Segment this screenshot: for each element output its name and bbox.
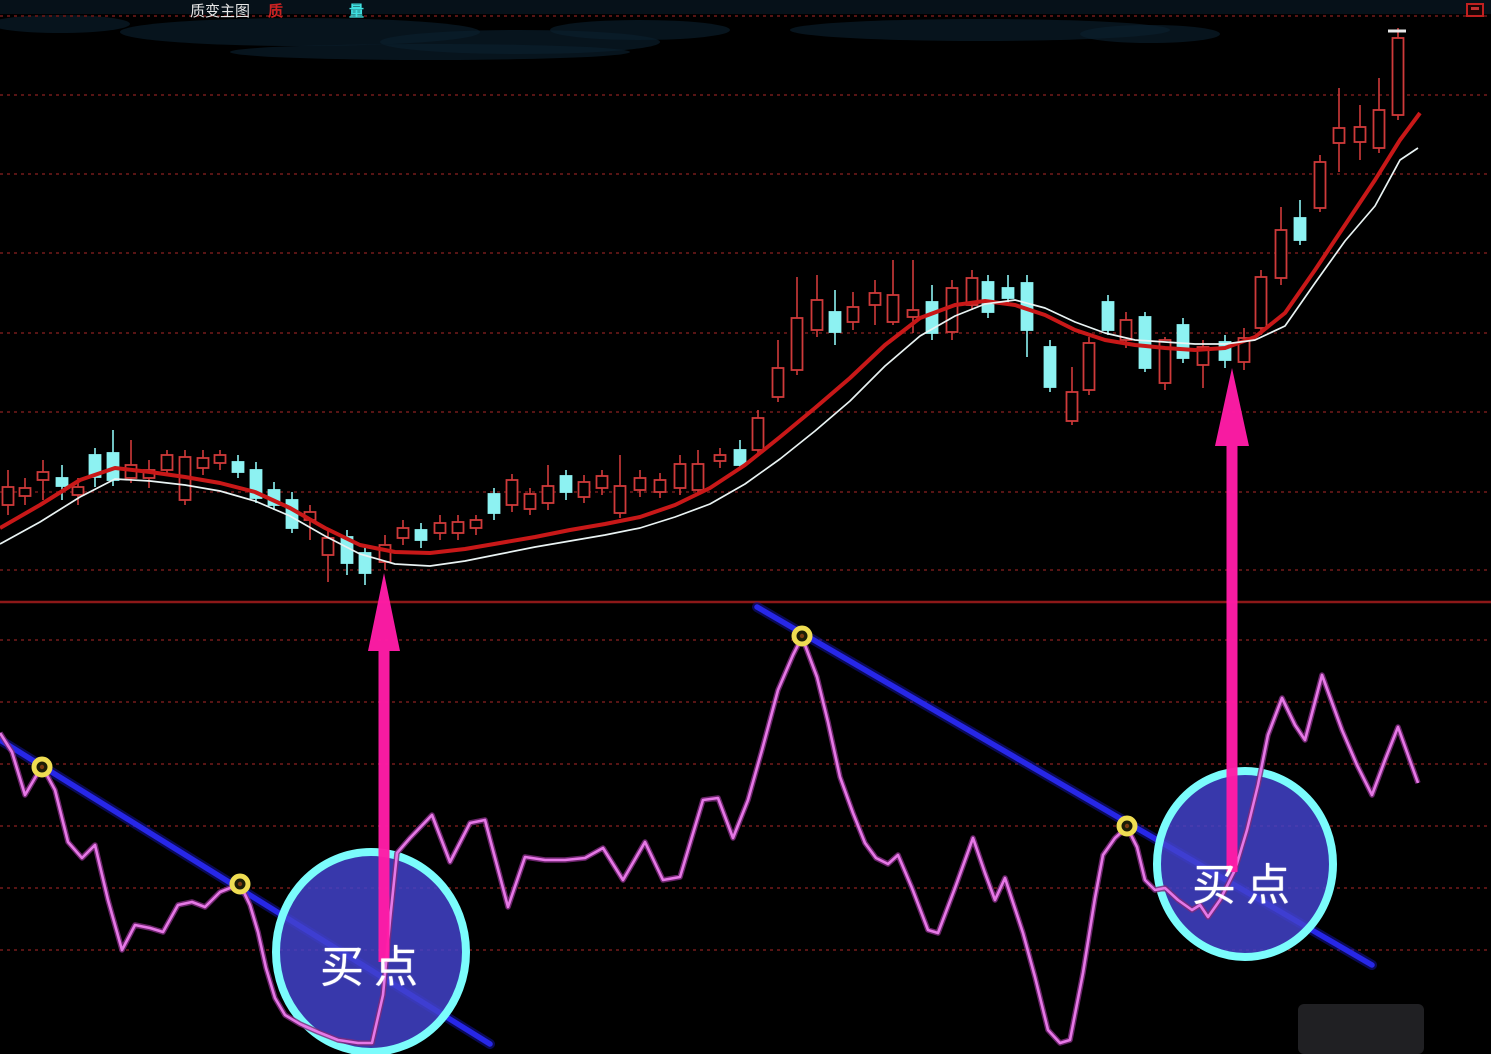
candle-body bbox=[1313, 161, 1327, 209]
window-icon[interactable] bbox=[1466, 3, 1484, 17]
signal-marker-dot bbox=[799, 633, 805, 639]
candle-body bbox=[541, 485, 555, 504]
indicator-title: 质变主图 bbox=[190, 3, 251, 20]
candle-body bbox=[88, 454, 102, 478]
candle-body bbox=[1082, 342, 1096, 391]
candle-body bbox=[1043, 346, 1057, 388]
candle-body bbox=[469, 519, 483, 529]
candle-body bbox=[1065, 391, 1079, 422]
signal-marker-dot bbox=[237, 881, 243, 887]
candle-body bbox=[945, 287, 959, 333]
candle-body bbox=[71, 486, 85, 496]
buy-circle-ring bbox=[1153, 767, 1337, 961]
candle-body bbox=[771, 367, 785, 398]
candle-body bbox=[1332, 127, 1346, 144]
candle-body bbox=[751, 417, 765, 451]
candle-body bbox=[1274, 229, 1288, 279]
background-smudge bbox=[790, 19, 1170, 41]
background-smudge bbox=[0, 15, 130, 33]
candle-body bbox=[691, 463, 705, 491]
candle-body bbox=[433, 522, 447, 534]
candle-body bbox=[196, 457, 210, 469]
candle-body bbox=[868, 292, 882, 306]
candle-body bbox=[414, 529, 428, 541]
candle-body bbox=[1176, 324, 1190, 359]
indicator-tag-volume[interactable]: 量 bbox=[349, 3, 365, 20]
candle-body bbox=[1196, 346, 1210, 366]
candle-body bbox=[1138, 316, 1152, 369]
ma-white-line bbox=[0, 147, 1419, 567]
background-smudge bbox=[1080, 25, 1220, 43]
candle-body bbox=[358, 552, 372, 574]
candle-body bbox=[886, 294, 900, 323]
candle-body bbox=[213, 454, 227, 464]
candle-body bbox=[965, 277, 979, 306]
candle-body bbox=[249, 469, 263, 499]
candle-body bbox=[1001, 287, 1015, 299]
candle-body bbox=[18, 487, 32, 497]
candle-body bbox=[523, 493, 537, 510]
watermark bbox=[1298, 1004, 1424, 1054]
buy-circle-ring bbox=[272, 848, 470, 1054]
candle-body bbox=[505, 479, 519, 506]
candle-body bbox=[1158, 339, 1172, 384]
candle-body bbox=[36, 471, 50, 481]
buy-point-label-1: 买点 bbox=[320, 942, 428, 993]
candle-body bbox=[1391, 37, 1405, 116]
buy-circle-fill bbox=[276, 852, 466, 1052]
candle-body bbox=[733, 449, 747, 466]
candle-body bbox=[595, 475, 609, 489]
candle-body bbox=[673, 463, 687, 489]
buy-arrow bbox=[368, 573, 400, 962]
signal-marker-dot bbox=[39, 764, 45, 770]
candle-body bbox=[828, 311, 842, 333]
candle-body bbox=[1293, 217, 1307, 241]
candle-body bbox=[613, 485, 627, 514]
candle-body bbox=[1372, 109, 1386, 149]
candle-body bbox=[396, 527, 410, 539]
candle-body bbox=[55, 477, 69, 487]
candle-body bbox=[1237, 337, 1251, 363]
candle-body bbox=[633, 477, 647, 491]
candle-body bbox=[906, 309, 920, 318]
background-smudge bbox=[230, 44, 630, 60]
ma-red-line bbox=[0, 111, 1422, 555]
candle-body bbox=[451, 521, 465, 534]
background-smudge bbox=[550, 20, 730, 40]
candle-body bbox=[810, 299, 824, 331]
candle-body bbox=[653, 479, 667, 493]
candle-body bbox=[846, 306, 860, 323]
buy-point-label-2: 买点 bbox=[1192, 860, 1300, 911]
signal-marker-dot bbox=[1124, 823, 1130, 829]
candle-body bbox=[1254, 276, 1268, 329]
candle-body bbox=[1101, 301, 1115, 331]
buy-arrow bbox=[1215, 368, 1249, 872]
candle-body bbox=[231, 461, 245, 473]
background-smudge bbox=[0, 0, 1491, 14]
indicator-tag-red[interactable]: 质 bbox=[268, 3, 284, 20]
candle-body bbox=[487, 493, 501, 514]
candle-body bbox=[713, 454, 727, 462]
candle-body bbox=[321, 537, 335, 556]
candle-body bbox=[1119, 319, 1133, 341]
candle-body bbox=[577, 481, 591, 498]
candle-body bbox=[1218, 341, 1232, 361]
candle-body bbox=[1, 486, 15, 506]
candle-body bbox=[160, 454, 174, 471]
candle-body bbox=[981, 281, 995, 313]
candle-body bbox=[285, 499, 299, 529]
candle-body bbox=[790, 317, 804, 371]
candle-body bbox=[559, 475, 573, 493]
candle-body bbox=[1353, 126, 1367, 143]
